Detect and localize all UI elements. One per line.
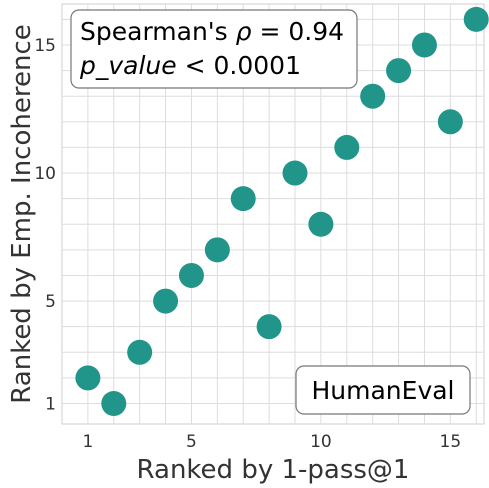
- data-point: [204, 237, 230, 263]
- stat-box: Spearman's ρ = 0.94 p_value < 0.0001: [70, 9, 358, 89]
- data-point: [308, 211, 334, 237]
- x-tick-label: 5: [186, 432, 197, 452]
- data-point: [334, 134, 360, 160]
- y-tick-label: 5: [45, 292, 56, 312]
- data-point: [127, 339, 153, 365]
- stat-line-pvalue: p_value < 0.0001: [79, 51, 301, 80]
- data-point: [386, 58, 412, 84]
- x-tick-label: 10: [310, 432, 332, 452]
- data-points: [75, 6, 489, 417]
- y-tick-label: 15: [34, 36, 56, 56]
- x-tick-label: 1: [82, 432, 93, 452]
- y-tick-label: 10: [34, 164, 56, 184]
- dataset-badge: HumanEval: [295, 365, 471, 415]
- data-point: [101, 391, 127, 417]
- data-point: [463, 6, 489, 32]
- data-point: [75, 365, 101, 391]
- dataset-badge-frame: [295, 365, 471, 415]
- y-axis-label: Ranked by Emp. Incoherence: [7, 24, 37, 403]
- data-point: [230, 186, 256, 212]
- data-point: [256, 314, 282, 340]
- data-point: [282, 160, 308, 186]
- x-axis-label: Ranked by 1-pass@1: [137, 455, 410, 485]
- stat-line-spearman: Spearman's ρ = 0.94: [80, 17, 344, 46]
- data-point: [437, 109, 463, 135]
- x-tick-label: 15: [440, 432, 462, 452]
- dataset-badge-label: HumanEval: [311, 376, 454, 405]
- data-point: [411, 32, 437, 58]
- stat-box-frame: [70, 9, 358, 89]
- y-tick-label: 1: [45, 395, 56, 415]
- data-point: [360, 83, 386, 109]
- data-point: [153, 288, 179, 314]
- data-point: [178, 262, 204, 288]
